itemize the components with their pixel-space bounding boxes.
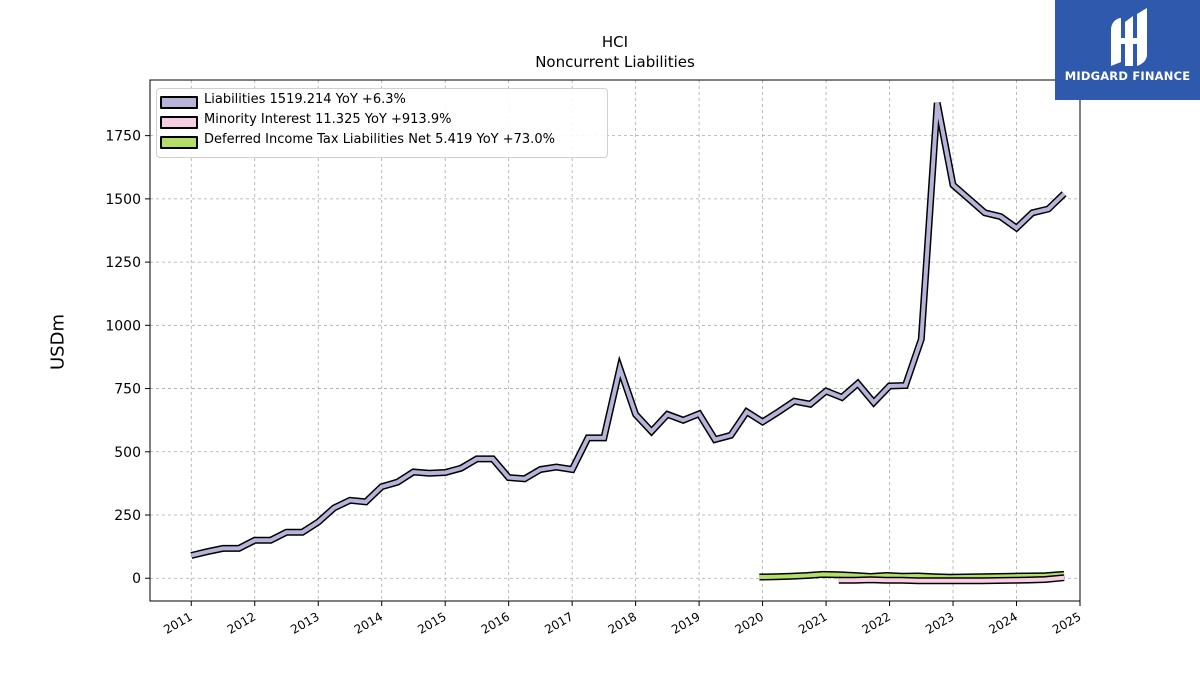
x-tick-label: 2018 <box>606 609 639 636</box>
x-tick-label: 2014 <box>352 609 385 636</box>
chart-grid <box>150 80 1081 601</box>
chart-series-layer <box>190 102 1067 585</box>
x-tick-label: 2016 <box>479 609 512 636</box>
chart-title: HCI <box>601 33 629 51</box>
plot-frame <box>149 79 1081 602</box>
chart-subtitle: Noncurrent Liabilities <box>535 53 695 71</box>
x-tick-label: 2024 <box>987 609 1020 636</box>
legend-swatch-liabilities <box>160 96 198 109</box>
y-tick-label: 1000 <box>105 318 141 334</box>
legend-swatch-minority-interest <box>160 116 198 129</box>
y-axis-label: USDm <box>47 314 69 370</box>
y-tick-label: 1750 <box>105 129 141 145</box>
y-tick-label: 1500 <box>105 192 141 208</box>
x-tick-label: 2020 <box>733 609 766 636</box>
x-tick-label: 2023 <box>923 609 956 636</box>
x-tick-label: 2019 <box>669 609 702 636</box>
legend-swatch-deferred-tax <box>160 136 198 149</box>
series-line-minority-interest <box>838 575 1065 583</box>
brand-name: MIDGARD FINANCE <box>1064 69 1191 83</box>
x-tick-label: 2011 <box>161 609 194 636</box>
y-tick-label: 250 <box>114 508 141 524</box>
series-line-liabilities <box>190 102 1066 558</box>
x-tick-label: 2022 <box>860 609 893 636</box>
x-tick-label: 2017 <box>542 609 575 636</box>
chart-ticks: 0 250 500 750 1000 1250 1500 1750 2011 2012 2013 20… <box>105 129 1083 637</box>
x-tick-label: 2015 <box>415 609 448 636</box>
y-tick-label: 500 <box>114 445 141 461</box>
legend-label-deferred-tax: Deferred Income Tax Liabilities Net 5.41… <box>204 132 555 147</box>
x-tick-label: 2025 <box>1050 609 1083 636</box>
brand-logo: MIDGARD FINANCE <box>1055 0 1200 100</box>
midgard-logo-icon <box>1111 8 1147 66</box>
legend-label-minority-interest: Minority Interest 11.325 YoY +913.9% <box>204 112 452 127</box>
x-tick-label: 2021 <box>796 609 829 636</box>
y-tick-label: 0 <box>132 571 141 587</box>
x-tick-label: 2012 <box>225 609 258 636</box>
y-tick-label: 1250 <box>105 255 141 271</box>
x-tick-label: 2013 <box>288 609 321 636</box>
chart-legend: Liabilities 1519.214 YoY +6.3% Minority … <box>156 88 608 158</box>
legend-label-liabilities: Liabilities 1519.214 YoY +6.3% <box>204 92 406 107</box>
y-tick-label: 750 <box>114 382 141 398</box>
series-line-deferred-income-tax-liabilities-net <box>759 572 1065 580</box>
